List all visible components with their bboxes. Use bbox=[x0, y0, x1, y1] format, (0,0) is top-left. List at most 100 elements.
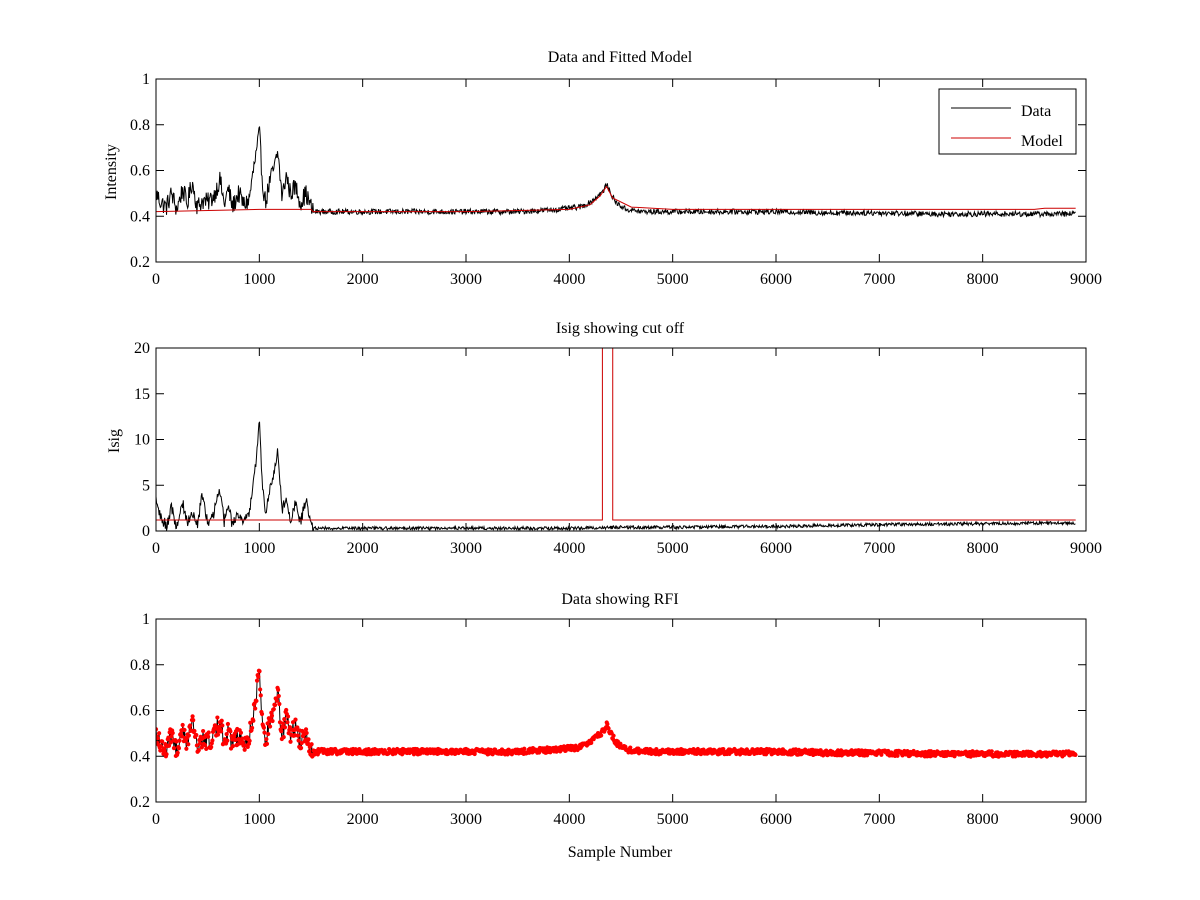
rfi-marker bbox=[225, 738, 230, 743]
rfi-marker bbox=[279, 729, 284, 734]
rfi-marker bbox=[196, 748, 201, 753]
rfi-marker bbox=[282, 725, 288, 730]
rfi-marker bbox=[303, 727, 309, 732]
x-tick-label: 7000 bbox=[863, 271, 895, 288]
rfi-marker bbox=[285, 720, 290, 725]
rfi-marker bbox=[299, 740, 304, 746]
y-tick-label: 0.2 bbox=[130, 254, 150, 271]
y-tick-label: 1 bbox=[142, 71, 150, 88]
rfi-marker bbox=[164, 752, 169, 757]
rfi-marker bbox=[253, 706, 258, 711]
rfi-marker bbox=[277, 701, 282, 707]
rfi-marker bbox=[287, 725, 293, 730]
rfi-marker bbox=[250, 725, 255, 731]
panel-1-series-1-line bbox=[156, 126, 1076, 219]
x-tick-label: 7000 bbox=[863, 811, 895, 828]
rfi-marker bbox=[272, 702, 278, 708]
rfi-marker bbox=[184, 746, 189, 751]
x-tick-label: 2000 bbox=[347, 811, 379, 828]
x-tick-label: 0 bbox=[152, 271, 160, 288]
rfi-marker bbox=[296, 738, 301, 743]
rfi-marker bbox=[205, 734, 211, 739]
x-tick-label: 5000 bbox=[657, 811, 689, 828]
x-tick-label: 9000 bbox=[1070, 540, 1102, 557]
rfi-marker bbox=[162, 748, 167, 754]
panel-2-plot-area: 0 1000 2000 3000 4000 5000 6000 7000 8000 9000 0 5 1… bbox=[134, 340, 1102, 557]
rfi-marker bbox=[306, 737, 311, 742]
rfi-marker bbox=[472, 751, 477, 757]
panel-3-title: Data showing RFI bbox=[561, 591, 678, 608]
rfi-marker bbox=[186, 733, 191, 738]
rfi-marker bbox=[251, 718, 256, 723]
rfi-marker bbox=[269, 713, 275, 718]
rfi-marker bbox=[176, 746, 182, 751]
rfi-marker bbox=[258, 693, 263, 698]
rfi-marker bbox=[285, 714, 291, 719]
rfi-marker bbox=[599, 733, 604, 738]
rfi-marker bbox=[254, 698, 259, 704]
rfi-marker bbox=[166, 743, 172, 748]
rfi-marker bbox=[238, 730, 244, 735]
rfi-marker bbox=[281, 735, 286, 740]
rfi-marker bbox=[606, 726, 611, 731]
x-tick-label: 8000 bbox=[967, 540, 999, 557]
y-tick-label: 0.6 bbox=[130, 163, 150, 180]
legend-data-label: Data bbox=[1021, 103, 1051, 120]
panel-isig-cut-off: Isig showing cut off Isig 0 1000 2000 3000 4… bbox=[106, 320, 1102, 557]
y-tick-label: 1 bbox=[142, 611, 150, 628]
panel-data-showing-rfi: Data showing RFI Sample Number 0 1000 2000… bbox=[130, 591, 1102, 861]
rfi-marker bbox=[309, 742, 314, 747]
rfi-marker bbox=[156, 736, 160, 741]
rfi-marker bbox=[264, 741, 270, 746]
rfi-marker bbox=[261, 725, 266, 730]
rfi-marker bbox=[197, 741, 203, 746]
y-tick-label: 0.4 bbox=[130, 208, 150, 225]
panel-2-series-2-line bbox=[156, 348, 1076, 521]
rfi-marker bbox=[171, 746, 177, 751]
rfi-marker bbox=[259, 711, 265, 717]
x-tick-label: 9000 bbox=[1070, 271, 1102, 288]
x-tick-label: 7000 bbox=[863, 540, 895, 557]
legend-box bbox=[938, 88, 1077, 155]
panel-2-series-1-line bbox=[156, 421, 1076, 531]
rfi-marker bbox=[188, 723, 193, 728]
rfi-marker bbox=[258, 687, 263, 692]
rfi-marker bbox=[254, 678, 260, 683]
rfi-marker bbox=[304, 730, 309, 736]
panel-data-fitted-model: Data and Fitted Model Intensity 0 1000 200… bbox=[103, 49, 1102, 288]
y-tick-label: 5 bbox=[142, 477, 150, 494]
y-tick-label: 0.2 bbox=[130, 794, 150, 811]
rfi-marker bbox=[158, 744, 164, 749]
rfi-marker bbox=[225, 721, 231, 727]
panel-3-plot-area: 0 1000 2000 3000 4000 5000 6000 7000 8000 9000 0.2… bbox=[130, 611, 1102, 828]
rfi-marker bbox=[182, 727, 187, 733]
x-tick-label: 0 bbox=[152, 811, 160, 828]
rfi-marker bbox=[305, 741, 310, 746]
x-tick-label: 1000 bbox=[243, 811, 275, 828]
rfi-marker bbox=[264, 737, 269, 742]
rfi-marker bbox=[194, 743, 200, 748]
y-tick-label: 20 bbox=[134, 340, 150, 357]
rfi-marker bbox=[628, 745, 633, 750]
rfi-marker bbox=[175, 750, 180, 755]
rfi-marker bbox=[284, 707, 289, 713]
rfi-marker bbox=[194, 732, 199, 738]
rfi-marker bbox=[293, 717, 298, 722]
rfi-marker bbox=[170, 730, 175, 736]
rfi-marker bbox=[267, 724, 273, 729]
rfi-marker bbox=[156, 727, 159, 732]
panel-1-plot-area: 0 1000 2000 3000 4000 5000 6000 7000 8000 9000 0.2… bbox=[130, 71, 1102, 288]
x-tick-label: 6000 bbox=[760, 271, 792, 288]
rfi-marker bbox=[179, 734, 185, 739]
rfi-marker bbox=[611, 733, 616, 738]
panel-1-ylabel: Intensity bbox=[103, 144, 120, 200]
rfi-marker bbox=[522, 746, 527, 751]
rfi-marker bbox=[262, 730, 267, 735]
panel-3-series-2-markers bbox=[156, 668, 1078, 759]
y-tick-label: 0.8 bbox=[130, 117, 150, 134]
panel-2-ylabel: Isig bbox=[106, 429, 123, 453]
rfi-marker bbox=[157, 731, 162, 736]
rfi-marker bbox=[219, 718, 224, 723]
x-tick-label: 8000 bbox=[967, 271, 999, 288]
x-tick-label: 3000 bbox=[450, 540, 482, 557]
